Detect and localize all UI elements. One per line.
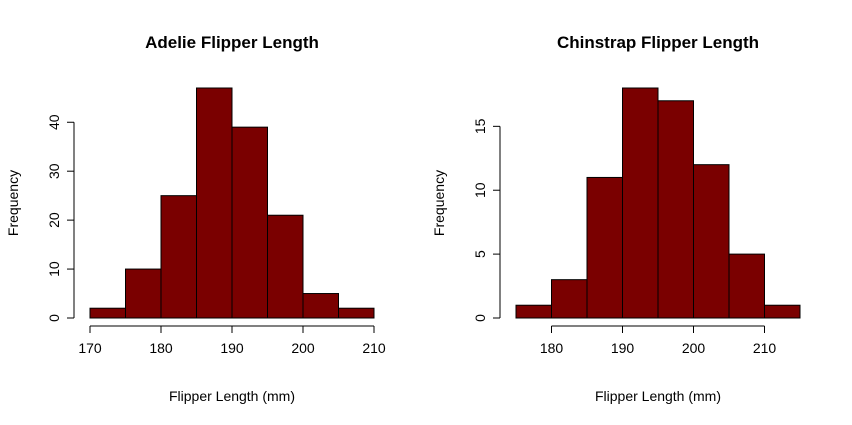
histogram-bar bbox=[302, 293, 339, 319]
y-tick-label: 10 bbox=[472, 182, 488, 198]
adelie-histogram-panel: Adelie Flipper Length Flipper Length (mm… bbox=[5, 33, 386, 404]
x-axis: 180 190 200 210 bbox=[540, 325, 777, 356]
x-axis-label: Flipper Length (mm) bbox=[595, 388, 721, 404]
bar-group bbox=[89, 87, 375, 319]
y-tick-label: 40 bbox=[46, 114, 62, 130]
histogram-bar bbox=[515, 304, 552, 319]
histogram-bar bbox=[89, 307, 126, 319]
y-tick-label: 30 bbox=[46, 163, 62, 179]
x-tick-label: 200 bbox=[291, 340, 315, 356]
y-tick-label: 0 bbox=[472, 314, 488, 322]
y-axis: 0 10 20 30 40 bbox=[46, 114, 75, 322]
histogram-bar bbox=[728, 253, 765, 319]
histogram-bar bbox=[764, 304, 801, 319]
chart-title: Adelie Flipper Length bbox=[145, 33, 319, 52]
y-tick-label: 0 bbox=[46, 314, 62, 322]
histogram-bar bbox=[586, 176, 623, 319]
x-tick-label: 180 bbox=[540, 340, 564, 356]
chinstrap-histogram-panel: Chinstrap Flipper Length Flipper Length … bbox=[431, 33, 801, 404]
histogram-bar bbox=[693, 164, 730, 319]
chart-title: Chinstrap Flipper Length bbox=[557, 33, 759, 52]
x-tick-label: 180 bbox=[149, 340, 173, 356]
x-tick-label: 190 bbox=[611, 340, 635, 356]
x-tick-label: 210 bbox=[362, 340, 386, 356]
histogram-bar bbox=[125, 268, 162, 319]
bar-group bbox=[515, 87, 801, 319]
x-axis: 170 180 190 200 210 bbox=[78, 325, 386, 356]
y-tick-label: 20 bbox=[46, 212, 62, 228]
y-axis: 0 5 10 15 bbox=[472, 118, 501, 322]
y-axis-label: Frequency bbox=[431, 170, 447, 236]
histogram-bar bbox=[551, 279, 588, 319]
histogram-bar bbox=[657, 100, 694, 319]
x-tick-label: 190 bbox=[220, 340, 244, 356]
histogram-bar bbox=[622, 87, 659, 319]
histogram-bar bbox=[267, 214, 304, 319]
histogram-bar bbox=[231, 126, 268, 319]
x-tick-label: 210 bbox=[753, 340, 777, 356]
x-tick-label: 200 bbox=[682, 340, 706, 356]
y-tick-label: 10 bbox=[46, 261, 62, 277]
histogram-bar bbox=[160, 195, 197, 319]
histogram-bar bbox=[338, 307, 375, 319]
histogram-bar bbox=[196, 87, 233, 319]
x-axis-label: Flipper Length (mm) bbox=[169, 388, 295, 404]
y-tick-label: 15 bbox=[472, 118, 488, 134]
y-tick-label: 5 bbox=[472, 250, 488, 258]
y-axis-label: Frequency bbox=[5, 170, 21, 236]
x-tick-label: 170 bbox=[78, 340, 102, 356]
